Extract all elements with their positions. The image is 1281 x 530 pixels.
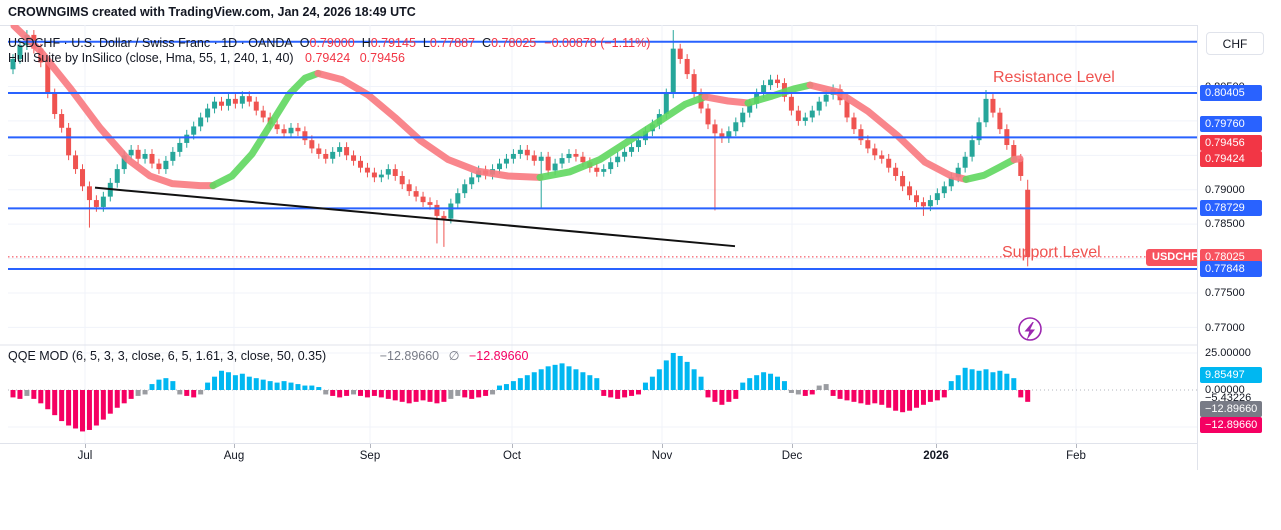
time-tick-label: 2026 — [923, 450, 949, 462]
price-label: 0.79424 — [1200, 151, 1262, 167]
ohlc-letter: C — [482, 36, 492, 50]
time-tick-mark — [85, 444, 86, 448]
time-tick-mark — [1076, 444, 1077, 448]
qqe-label: −12.89660 — [1200, 401, 1263, 417]
symbol-title: USDCHF · U.S. Dollar / Swiss Franc · 1D … — [8, 36, 293, 50]
price-label: 0.77848 — [1200, 261, 1262, 277]
qqe-label: −12.89660 — [1200, 417, 1263, 433]
price-tick: 0.77500 — [1205, 287, 1245, 299]
candlestick-series — [10, 30, 1031, 267]
resistance-level-text[interactable]: Resistance Level — [993, 69, 1115, 86]
time-tick-label: Feb — [1066, 450, 1086, 462]
price-label: 0.79760 — [1200, 116, 1262, 132]
qqe-tick: 0.00000 — [1205, 384, 1245, 396]
time-tick-mark — [936, 444, 937, 448]
time-tick-mark — [234, 444, 235, 448]
ohlc-value: 0.78025 — [491, 36, 537, 50]
ohlc-value: 0.79145 — [370, 36, 416, 50]
qqe-avg-symbol: ∅ — [448, 349, 460, 363]
footer-bar: TradingView — [0, 470, 1281, 530]
ohlc-value: 0.79000 — [309, 36, 355, 50]
price-tick: 0.79000 — [1205, 184, 1245, 196]
support-level-text[interactable]: Support Level — [1002, 244, 1101, 261]
time-tick-label: Oct — [503, 450, 521, 462]
hull-value-1: 0.79424 — [305, 51, 351, 65]
time-tick-label: Nov — [651, 450, 673, 462]
time-tick-label: Jul — [77, 450, 93, 462]
ohlc-letter: O — [299, 36, 310, 50]
ohlc-letter: L — [422, 36, 430, 50]
hull-suite-ribbon — [10, 25, 1024, 190]
qqe-mod-legend[interactable]: QQE MOD (6, 5, 3, 3, close, 6, 5, 1.61, … — [8, 349, 528, 363]
time-tick-mark — [662, 444, 663, 448]
qqe-histogram — [10, 353, 1031, 432]
qqe-value-gray: −12.89660 — [379, 349, 440, 363]
qqe-mod-title: QQE MOD (6, 5, 3, 3, close, 6, 5, 1.61, … — [8, 349, 327, 363]
time-tick-label: Aug — [223, 450, 245, 462]
ohlc-value: 0.77887 — [429, 36, 476, 50]
price-label: 0.78729 — [1200, 200, 1262, 216]
time-tick-mark — [370, 444, 371, 448]
price-tick: 0.78500 — [1205, 218, 1245, 230]
time-axis[interactable]: Jul Aug Sep Oct Nov Dec 2026 Feb — [0, 443, 1197, 471]
time-tick-label: Sep — [359, 450, 381, 462]
qqe-tick: 25.00000 — [1205, 347, 1251, 359]
qqe-label: 9.85497 — [1200, 367, 1262, 383]
header-bar: CROWNGIMS created with TradingView.com, … — [0, 0, 1281, 25]
lightning-icon — [1024, 322, 1036, 340]
lightning-button[interactable] — [1018, 317, 1042, 341]
price-tick: 0.77000 — [1205, 322, 1245, 334]
time-tick-mark — [792, 444, 793, 448]
descending-trendline[interactable] — [94, 186, 736, 248]
currency-button[interactable]: CHF — [1206, 32, 1264, 55]
chart-region — [0, 25, 1281, 472]
usdchf-price-tag[interactable]: USDCHF — [1146, 249, 1204, 266]
time-tick-label: Dec — [781, 450, 803, 462]
hull-value-2: 0.79456 — [359, 51, 405, 65]
price-scale[interactable]: CHF 0.805000.800000.790000.785000.775000… — [1197, 25, 1281, 470]
change-value: −0.00878 (−1.11%) — [544, 36, 651, 50]
price-label: 0.79456 — [1200, 135, 1262, 151]
hull-suite-title: Hull Suite by InSilico (close, Hma, 55, … — [8, 51, 294, 65]
ohlc-values: O0.79000 H0.79145 L0.77887 C0.78025 — [293, 36, 537, 50]
price-label: 0.80405 — [1200, 85, 1262, 101]
symbol-legend[interactable]: USDCHF · U.S. Dollar / Swiss Franc · 1D … — [8, 36, 650, 50]
ohlc-letter: H — [361, 36, 371, 50]
hull-suite-legend[interactable]: Hull Suite by InSilico (close, Hma, 55, … — [8, 51, 405, 65]
time-tick-mark — [512, 444, 513, 448]
qqe-value-pink: −12.89660 — [469, 349, 529, 363]
chart-canvas[interactable] — [0, 25, 1197, 443]
page-title: CROWNGIMS created with TradingView.com, … — [8, 5, 416, 19]
